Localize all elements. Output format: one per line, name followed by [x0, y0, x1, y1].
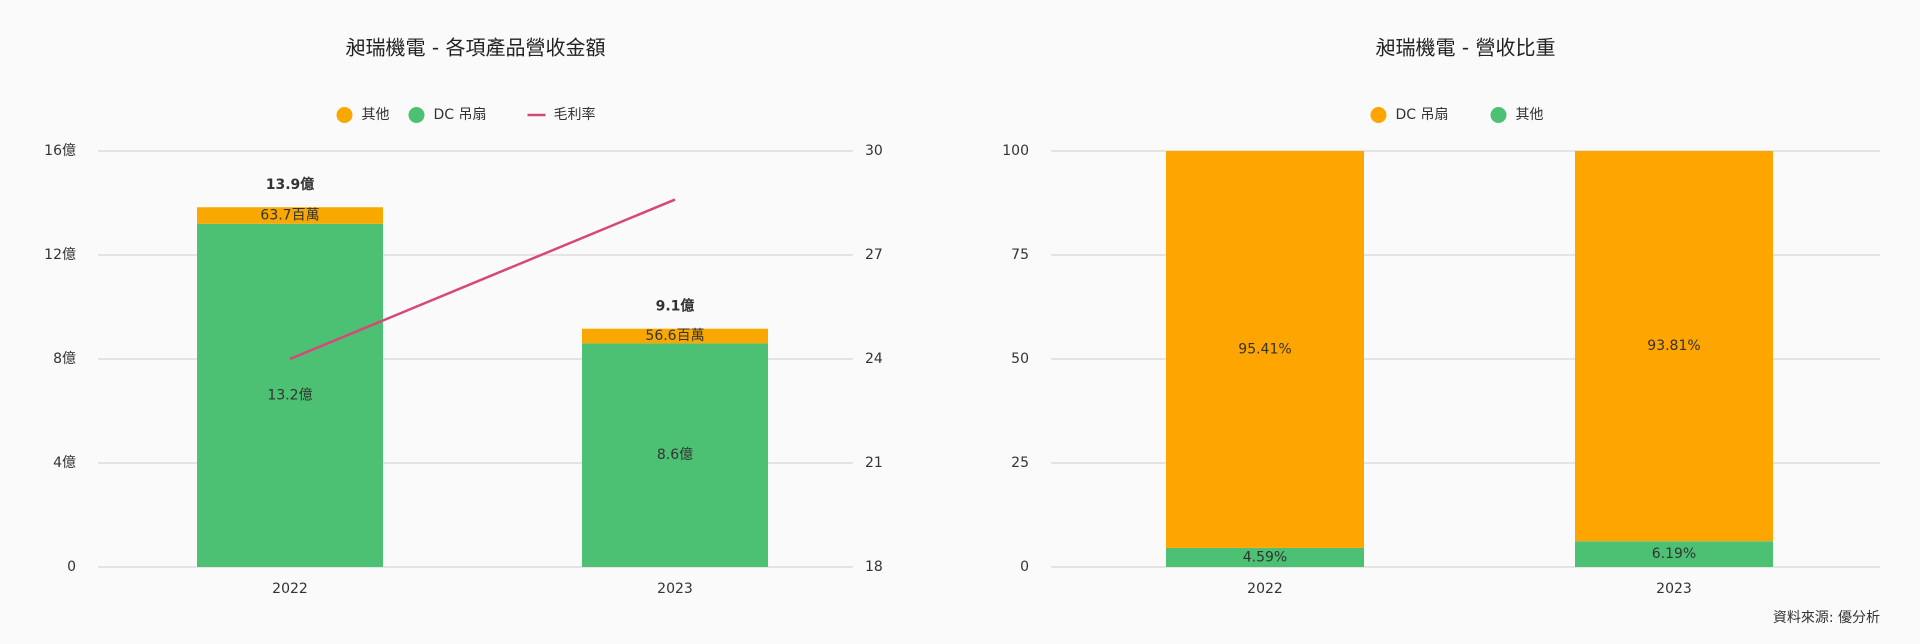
data-label: 13.2億: [267, 387, 312, 403]
y2-tick-label: 30: [865, 143, 883, 159]
bar: [582, 343, 768, 567]
legend-dot: [1370, 107, 1387, 123]
y2-tick-label: 27: [865, 247, 883, 263]
x-tick-label: 2023: [657, 581, 693, 597]
legend-label: 其他: [362, 107, 390, 123]
bar: [197, 223, 383, 568]
y-tick-label: 4億: [53, 455, 76, 471]
x-tick-label: 2022: [1247, 581, 1283, 597]
data-label: 6.19%: [1652, 546, 1696, 562]
y-tick-label: 100: [1002, 143, 1029, 159]
legend-label: DC 吊扇: [1396, 107, 1449, 123]
x-tick-label: 2022: [272, 581, 308, 597]
y-tick-label: 12億: [44, 247, 76, 263]
bar: [1575, 541, 1773, 567]
chart-title: 昶瑞機電 - 各項產品營收金額: [346, 36, 606, 60]
legend-label: 毛利率: [554, 106, 596, 123]
y-tick-label: 16億: [44, 143, 76, 159]
y2-tick-label: 21: [865, 455, 883, 471]
data-label: 95.41%: [1238, 341, 1291, 357]
y-tick-label: 0: [67, 559, 76, 575]
source: 資料來源: 優分析: [1773, 610, 1880, 626]
data-label: 63.7百萬: [260, 208, 319, 224]
bar: [1166, 547, 1364, 567]
data-label: 56.6百萬: [645, 328, 704, 344]
data-label: 8.6億: [657, 447, 693, 463]
x-tick-label: 2023: [1656, 581, 1692, 597]
data-label: 4.59%: [1243, 549, 1287, 565]
legend-dot: [1490, 107, 1507, 123]
y-tick-label: 8億: [53, 351, 76, 367]
y2-tick-label: 18: [865, 559, 883, 575]
y-tick-label: 0: [1020, 559, 1029, 575]
total-label: 13.9億: [266, 176, 315, 193]
bar: [1166, 151, 1364, 548]
line: [289, 198, 676, 361]
data-label: 93.81%: [1647, 338, 1700, 354]
legend-dot: [408, 107, 425, 123]
y2-tick-label: 24: [865, 351, 883, 367]
total-label: 9.1億: [656, 298, 695, 315]
legend-label: DC 吊扇: [434, 107, 487, 123]
legend-dot: [336, 107, 353, 123]
chart-title: 昶瑞機電 - 營收比重: [1376, 36, 1556, 60]
legend-label: 其他: [1516, 107, 1544, 123]
bar: [1575, 151, 1773, 542]
bar: [197, 207, 383, 224]
y-tick-label: 75: [1011, 247, 1029, 263]
y-tick-label: 25: [1011, 455, 1029, 471]
y-tick-label: 50: [1011, 351, 1029, 367]
bar: [582, 328, 768, 344]
